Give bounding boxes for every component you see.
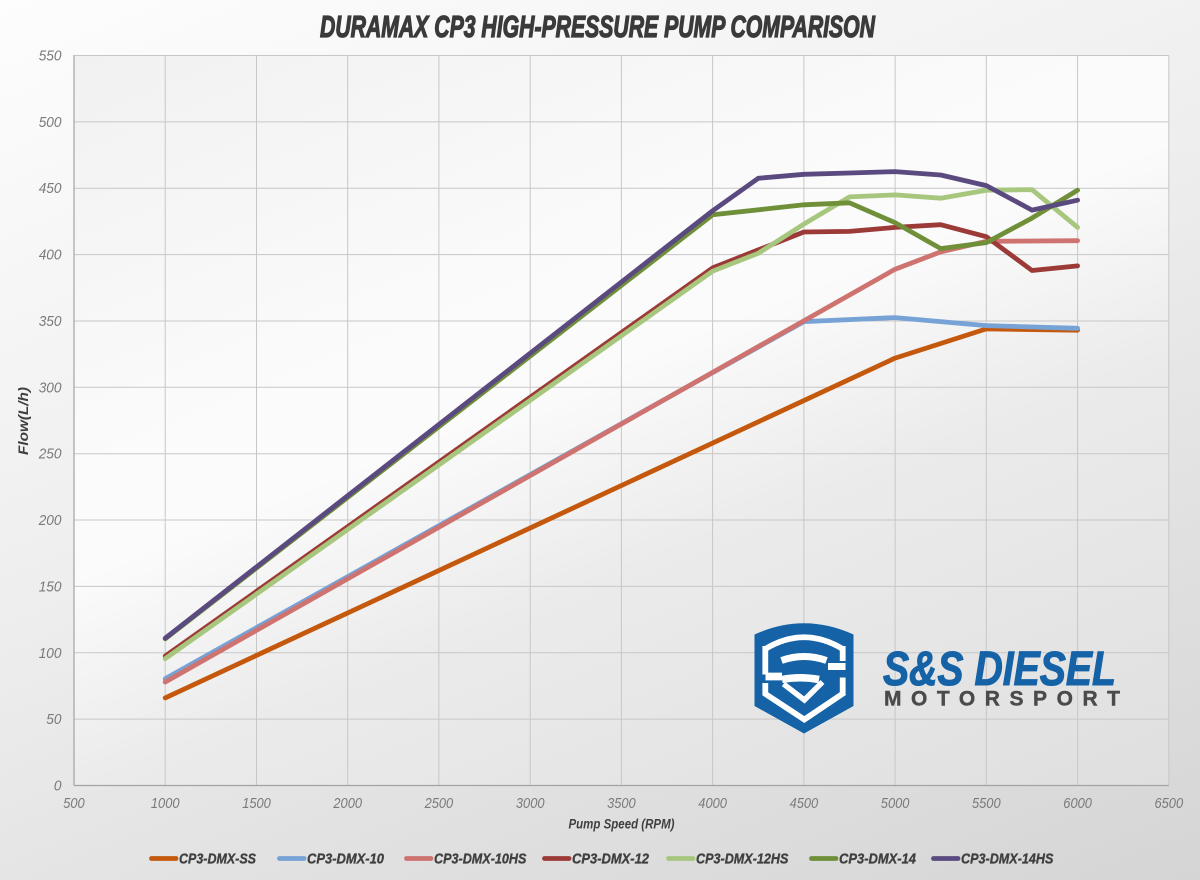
svg-text:DURAMAX CP3 HIGH-PRESSURE PUMP: DURAMAX CP3 HIGH-PRESSURE PUMP COMPARISO… xyxy=(320,10,876,44)
svg-text:3000: 3000 xyxy=(516,796,545,812)
svg-text:2500: 2500 xyxy=(424,796,453,812)
svg-text:200: 200 xyxy=(38,513,62,529)
svg-text:CP3-DMX-10HS: CP3-DMX-10HS xyxy=(434,852,527,868)
svg-text:400: 400 xyxy=(39,248,62,264)
svg-text:6000: 6000 xyxy=(1063,796,1092,812)
svg-text:3500: 3500 xyxy=(607,796,636,812)
svg-text:500: 500 xyxy=(39,115,62,131)
svg-text:5000: 5000 xyxy=(881,796,910,812)
svg-text:250: 250 xyxy=(38,447,62,463)
svg-text:CP3-DMX-12HS: CP3-DMX-12HS xyxy=(696,852,789,868)
svg-text:6500: 6500 xyxy=(1155,796,1184,812)
svg-text:CP3-DMX-10: CP3-DMX-10 xyxy=(307,852,384,868)
svg-text:CP3-DMX-SS: CP3-DMX-SS xyxy=(179,852,256,868)
svg-text:500: 500 xyxy=(63,796,84,812)
svg-text:550: 550 xyxy=(39,49,62,65)
svg-text:0: 0 xyxy=(54,779,62,795)
svg-text:1000: 1000 xyxy=(151,796,180,812)
svg-text:CP3-DMX-12: CP3-DMX-12 xyxy=(572,852,649,868)
svg-text:S&S DIESEL: S&S DIESEL xyxy=(883,643,1116,696)
svg-text:4000: 4000 xyxy=(698,796,727,812)
svg-text:CP3-DMX-14HS: CP3-DMX-14HS xyxy=(961,852,1054,868)
svg-text:2000: 2000 xyxy=(333,796,362,812)
svg-text:Flow(L/h): Flow(L/h) xyxy=(15,387,31,455)
svg-text:CP3-DMX-14: CP3-DMX-14 xyxy=(839,852,916,868)
svg-text:5500: 5500 xyxy=(972,796,1001,812)
svg-text:450: 450 xyxy=(39,181,62,197)
svg-text:150: 150 xyxy=(39,579,62,595)
svg-text:Pump Speed (RPM): Pump Speed (RPM) xyxy=(569,817,675,832)
svg-text:100: 100 xyxy=(39,646,62,662)
svg-text:4500: 4500 xyxy=(790,796,819,812)
svg-text:300: 300 xyxy=(39,380,62,396)
svg-text:50: 50 xyxy=(46,712,61,728)
svg-text:1500: 1500 xyxy=(242,796,271,812)
svg-text:350: 350 xyxy=(39,314,62,330)
